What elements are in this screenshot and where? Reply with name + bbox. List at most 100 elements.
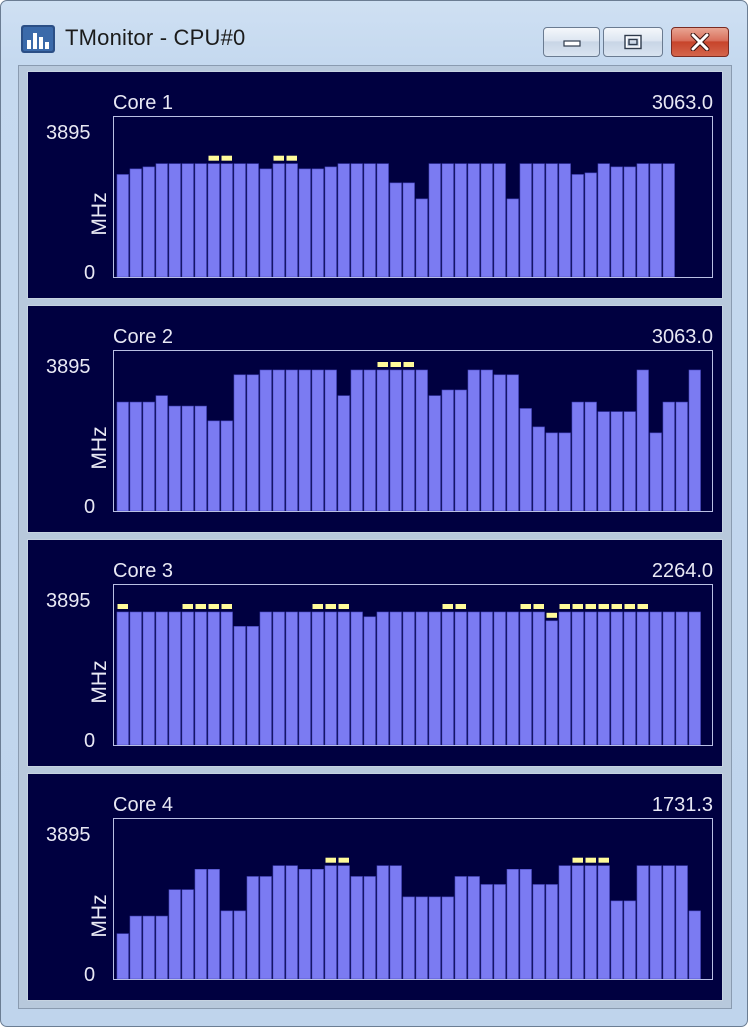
max-frequency-marker: [520, 604, 531, 609]
max-frequency-marker: [598, 857, 609, 863]
max-frequency-marker: [286, 155, 297, 161]
frequency-bar: [155, 395, 168, 511]
frequency-bar: [402, 182, 415, 277]
frequency-bar: [545, 432, 558, 511]
frequency-bar: [571, 611, 584, 745]
frequency-bar: [610, 411, 623, 511]
y-axis-min: 0: [84, 262, 96, 284]
frequency-bar: [467, 163, 480, 277]
frequency-bar: [181, 889, 194, 979]
frequency-bar: [649, 163, 662, 277]
max-frequency-marker: [546, 612, 557, 618]
frequency-bar: [415, 198, 428, 277]
core-4-bar-chart: [116, 857, 701, 979]
frequency-bar: [467, 876, 480, 979]
frequency-bar: [428, 163, 441, 277]
y-axis-min: 0: [84, 496, 96, 518]
title-bar[interactable]: TMonitor - CPU#0: [1, 1, 747, 63]
frequency-bar: [623, 900, 636, 979]
core-label: Core 1: [113, 92, 174, 114]
core-4-plot: [113, 818, 713, 980]
frequency-bar: [142, 166, 155, 277]
frequency-bar: [116, 611, 129, 745]
frequency-bar: [441, 896, 454, 979]
frequency-bar: [571, 865, 584, 979]
frequency-bar: [389, 182, 402, 277]
frequency-bar: [688, 611, 701, 745]
frequency-bar: [194, 163, 207, 277]
frequency-bar: [298, 168, 311, 277]
y-axis-max: 3895: [46, 824, 91, 846]
frequency-bar: [662, 401, 675, 511]
frequency-bar: [636, 163, 649, 277]
frequency-bar: [389, 865, 402, 979]
frequency-bar: [428, 611, 441, 745]
core-1-panel: Core 1 3063.0 3895 MHz 0: [27, 71, 723, 299]
frequency-bar: [246, 163, 259, 277]
frequency-bar: [649, 865, 662, 979]
frequency-bar: [558, 611, 571, 745]
frequency-bar: [181, 163, 194, 277]
frequency-bar: [129, 401, 142, 511]
frequency-bar: [168, 163, 181, 277]
maximize-button[interactable]: [603, 27, 663, 57]
frequency-bar: [597, 611, 610, 745]
frequency-bar: [545, 163, 558, 277]
frequency-bar: [467, 611, 480, 745]
frequency-bar: [376, 163, 389, 277]
frequency-bar: [506, 868, 519, 979]
max-frequency-marker: [221, 155, 232, 161]
frequency-bar: [363, 876, 376, 979]
frequency-bar: [441, 389, 454, 511]
frequency-bar: [298, 369, 311, 511]
frequency-bar: [675, 401, 688, 511]
frequency-bar: [142, 611, 155, 745]
core-2-panel: Core 2 3063.0 3895 MHz 0: [27, 305, 723, 533]
frequency-bar: [116, 933, 129, 979]
core-1-bar-chart: [116, 155, 675, 277]
frequency-bar: [623, 611, 636, 745]
frequency-bar: [519, 408, 532, 511]
frequency-bar: [285, 611, 298, 745]
core-label: Core 3: [113, 560, 174, 582]
frequency-bar: [415, 611, 428, 745]
core-3-plot: [113, 584, 713, 746]
minimize-button[interactable]: [543, 27, 600, 57]
close-button[interactable]: [671, 27, 729, 57]
frequency-bar: [532, 884, 545, 979]
frequency-bar: [493, 611, 506, 745]
frequency-bar: [506, 611, 519, 745]
frequency-bar: [220, 163, 233, 277]
frequency-bar: [402, 896, 415, 979]
frequency-bar: [610, 611, 623, 745]
max-frequency-marker: [390, 362, 401, 367]
frequency-bar: [272, 163, 285, 277]
frequency-bar: [350, 611, 363, 745]
frequency-bar: [480, 163, 493, 277]
frequency-bar: [376, 865, 389, 979]
max-frequency-marker: [624, 604, 635, 609]
max-frequency-marker: [221, 604, 232, 609]
frequency-bar: [116, 401, 129, 511]
frequency-bar: [285, 865, 298, 979]
core-4-panel: Core 4 1731.3 3895 MHz 0: [27, 773, 723, 1001]
core-label: Core 4: [113, 794, 174, 816]
frequency-bar: [129, 611, 142, 745]
max-frequency-marker: [533, 604, 544, 609]
frequency-bar: [402, 611, 415, 745]
frequency-bar: [454, 389, 467, 511]
frequency-bar: [571, 401, 584, 511]
max-frequency-marker: [572, 857, 583, 863]
core-current-value: 3063.0: [651, 92, 713, 114]
frequency-bar: [311, 369, 324, 511]
client-area: Core 1 3063.0 3895 MHz 0 Core 2 3063.0 3…: [18, 65, 732, 1009]
frequency-bar: [207, 420, 220, 511]
frequency-bar: [649, 432, 662, 511]
frequency-bar: [415, 896, 428, 979]
frequency-bar: [246, 374, 259, 511]
frequency-bar: [259, 369, 272, 511]
frequency-bar: [675, 611, 688, 745]
frequency-bar: [688, 369, 701, 511]
frequency-bar: [350, 876, 363, 979]
frequency-bar: [662, 611, 675, 745]
